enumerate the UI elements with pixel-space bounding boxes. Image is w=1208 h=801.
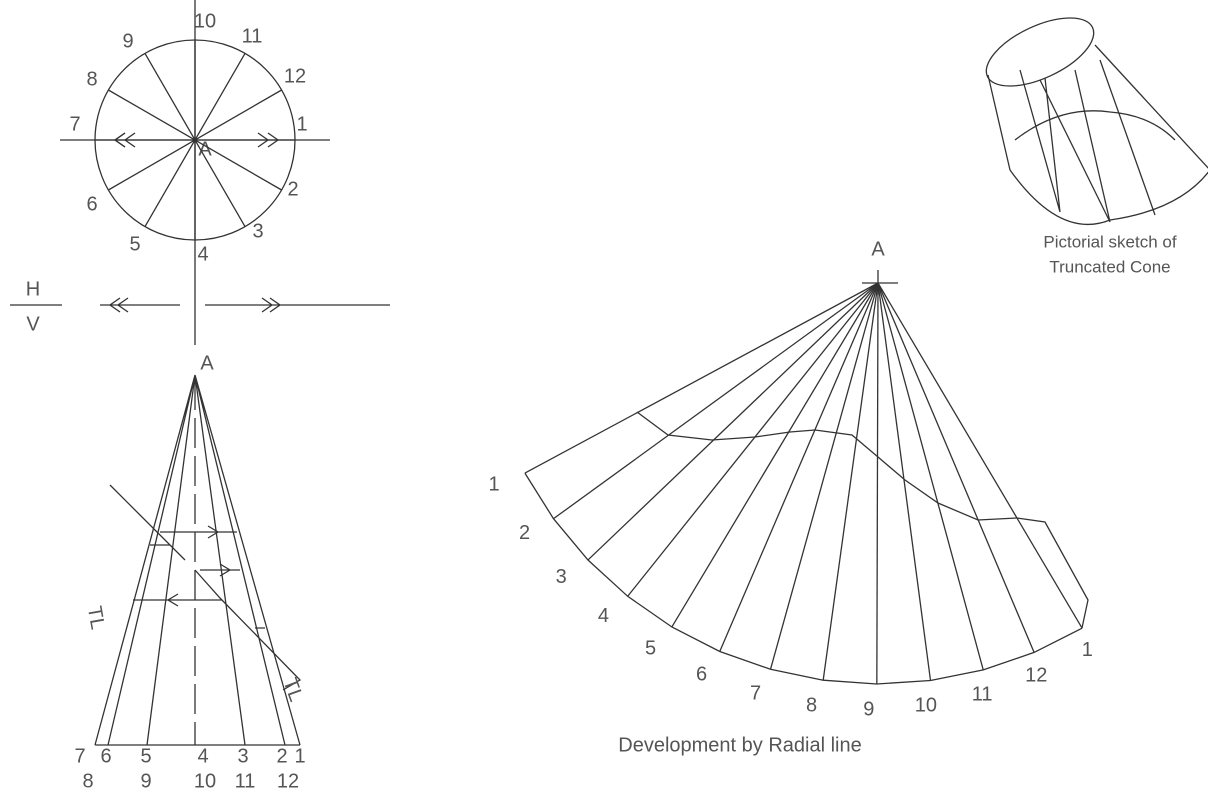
ground-line (100, 298, 390, 312)
point-label: 1 (296, 113, 307, 135)
hv-label: V (26, 313, 40, 335)
point-label: 11 (972, 683, 993, 705)
point-label: 5 (645, 638, 656, 660)
base-label: 9 (140, 770, 151, 792)
base-label: 4 (197, 745, 208, 767)
element-line (554, 283, 878, 519)
caption: Pictorial sketch of (1043, 232, 1176, 251)
point-label: 9 (863, 698, 874, 720)
point-label: 5 (129, 233, 140, 255)
caption: Development by Radial line (618, 734, 861, 756)
caption: Truncated Cone (1049, 257, 1170, 276)
base-label: 5 (140, 745, 151, 767)
element-line (877, 283, 878, 684)
point-label: 7 (69, 113, 80, 135)
base-label: 2 (276, 745, 287, 767)
point-label: 11 (242, 25, 263, 47)
point-label: 2 (519, 522, 530, 544)
base-label: 3 (237, 745, 248, 767)
point-label: 6 (696, 664, 707, 686)
point-label: 3 (252, 220, 263, 242)
point-label: 1 (488, 474, 499, 496)
tl-label: TL (83, 604, 109, 631)
base-label: 12 (277, 770, 299, 792)
element-line (672, 283, 878, 627)
element-line (878, 283, 983, 670)
base-label: 11 (235, 770, 256, 792)
point-label: 6 (86, 193, 97, 215)
point-label: 2 (287, 178, 298, 200)
point-label: 10 (915, 695, 937, 717)
point-label: 12 (1025, 665, 1047, 687)
hv-label: H (26, 278, 40, 300)
point-label: 12 (284, 65, 306, 87)
element-line (720, 283, 878, 651)
element-line (878, 283, 1034, 652)
apex-label: A (200, 352, 214, 374)
point-label: 4 (598, 605, 609, 627)
element-line (823, 283, 878, 680)
drawing: A H V A TL TL A Development by Radial li… (0, 0, 1208, 801)
base-label: 7 (74, 745, 85, 767)
base-label: 1 (294, 745, 305, 767)
base-label: 8 (82, 770, 93, 792)
point-label: 3 (556, 566, 567, 588)
base-label: 6 (100, 745, 111, 767)
point-label: 10 (194, 10, 216, 32)
element-line (878, 283, 931, 681)
point-label: 9 (122, 30, 133, 52)
element-line (628, 283, 878, 596)
front-view (95, 375, 300, 745)
apex-label: A (871, 238, 885, 260)
tl-label: TL (278, 675, 307, 704)
element-line (878, 283, 1082, 628)
cone-top (976, 4, 1103, 100)
point-label: 8 (86, 68, 97, 90)
element-line (771, 283, 878, 669)
element-line (525, 283, 878, 473)
cut-curve (637, 412, 1088, 628)
point-label: 8 (806, 694, 817, 716)
point-label: 7 (750, 683, 761, 705)
point-label: 4 (197, 243, 208, 265)
construction (110, 485, 300, 690)
point-label: 1 (1082, 639, 1093, 661)
element-line (588, 283, 878, 560)
base-label: 10 (194, 770, 216, 792)
cone-body (988, 45, 1208, 224)
base-arc (525, 473, 1082, 684)
